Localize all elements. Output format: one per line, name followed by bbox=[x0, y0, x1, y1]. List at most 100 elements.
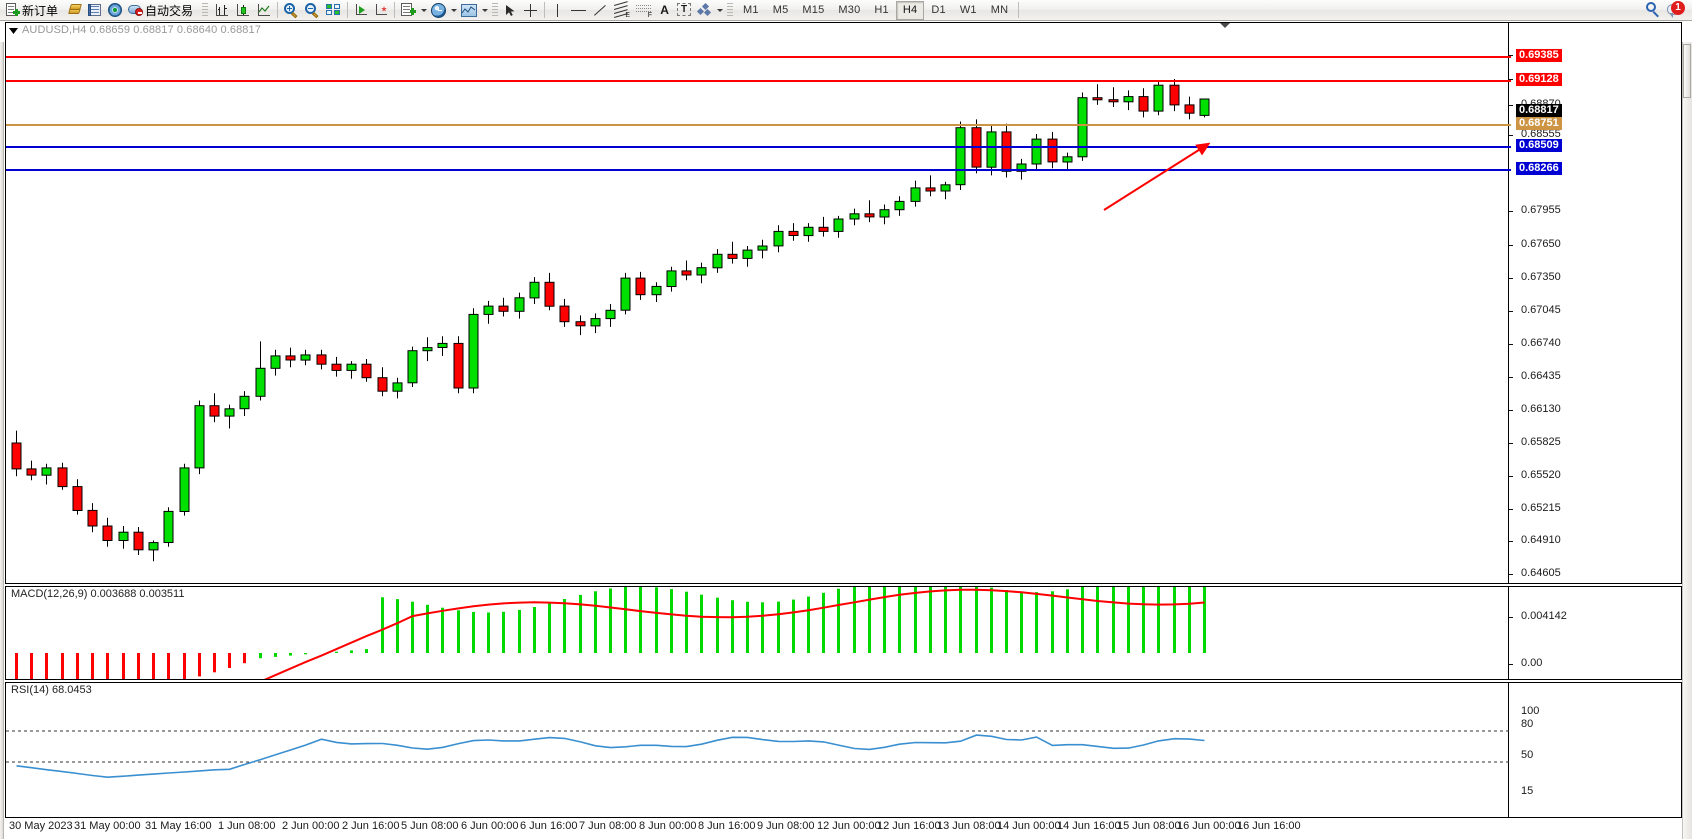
rsi-pane[interactable]: RSI(14) 68.0453 100 80 50 15 bbox=[5, 682, 1682, 818]
cursor-button[interactable] bbox=[501, 1, 520, 20]
price-level-line[interactable] bbox=[6, 56, 1511, 58]
axis-tick-label: 0.66740 bbox=[1521, 337, 1561, 349]
tile-windows-button[interactable] bbox=[323, 1, 344, 20]
right-scrollbar[interactable] bbox=[1682, 42, 1692, 839]
shift-to-start-button[interactable] bbox=[351, 1, 371, 20]
horizontal-line-button[interactable] bbox=[567, 1, 590, 20]
macd-pane[interactable]: MACD(12,26,9) 0.003688 0.003511 0.004142… bbox=[5, 586, 1682, 680]
zoom-in-icon bbox=[284, 2, 299, 18]
period-button[interactable] bbox=[428, 1, 449, 20]
time-axis-label: 7 Jun 08:00 bbox=[579, 820, 637, 832]
axis-tick-label: 0.65215 bbox=[1521, 502, 1561, 514]
axis-tick bbox=[1509, 344, 1513, 345]
timeframe-m15[interactable]: M15 bbox=[802, 4, 825, 16]
rsi-axis-divider bbox=[1508, 683, 1509, 817]
vertical-line-icon bbox=[552, 3, 563, 18]
rsi-label: RSI(14) 68.0453 bbox=[11, 684, 92, 696]
price-tag[interactable]: 0.68817 bbox=[1516, 104, 1562, 117]
axis-tick bbox=[1509, 135, 1513, 136]
time-axis-label: 2 Jun 00:00 bbox=[282, 820, 340, 832]
shift-to-start-icon bbox=[354, 3, 368, 17]
alerts-button[interactable]: 1 bbox=[1664, 0, 1688, 20]
candle-chart-button[interactable] bbox=[232, 1, 253, 20]
axis-tick bbox=[1509, 377, 1513, 378]
objects-dropdown[interactable] bbox=[715, 1, 724, 20]
indicators-dropdown[interactable] bbox=[480, 1, 489, 20]
timeframe-w1[interactable]: W1 bbox=[959, 4, 977, 16]
period-dropdown[interactable] bbox=[449, 1, 458, 20]
price-tag[interactable]: 0.68509 bbox=[1516, 139, 1562, 152]
toolbar-grip-2[interactable] bbox=[492, 2, 499, 18]
auto-trading-button[interactable]: 自动交易 bbox=[125, 1, 199, 20]
bar-chart-button[interactable] bbox=[211, 1, 232, 20]
time-axis-label: 31 May 16:00 bbox=[145, 820, 212, 832]
chevron-down-icon bbox=[481, 8, 488, 12]
new-order-button[interactable]: 新订单 bbox=[2, 1, 64, 20]
chart-workspace[interactable]: AUDUSD,H4 0.68659 0.68817 0.68640 0.6881… bbox=[0, 21, 1692, 839]
price-level-line[interactable] bbox=[6, 169, 1511, 171]
macd-series bbox=[15, 587, 1206, 679]
objects-button[interactable] bbox=[694, 1, 715, 20]
text-icon: A bbox=[660, 3, 669, 17]
axis-tick-label: 0.67350 bbox=[1521, 271, 1561, 283]
chevron-down-icon bbox=[450, 8, 457, 12]
price-level-line[interactable] bbox=[6, 146, 1511, 148]
indicators-icon bbox=[461, 3, 478, 17]
price-pane[interactable]: AUDUSD,H4 0.68659 0.68817 0.68640 0.6881… bbox=[5, 22, 1682, 584]
indicators-button[interactable] bbox=[458, 1, 480, 20]
auto-trading-icon bbox=[128, 3, 144, 17]
timeframe-h1[interactable]: H1 bbox=[874, 4, 889, 16]
shift-to-end-button[interactable] bbox=[371, 1, 391, 20]
radar-button[interactable] bbox=[105, 1, 125, 20]
timeframe-d1[interactable]: D1 bbox=[931, 4, 946, 16]
scrollbar-thumb[interactable] bbox=[1683, 44, 1691, 98]
channel-icon: F bbox=[636, 3, 653, 19]
vertical-line-button[interactable] bbox=[548, 1, 567, 20]
time-axis[interactable]: 30 May 2023 31 May 00:00 31 May 16:00 1 Jun… bbox=[5, 820, 1682, 838]
text-label-button[interactable]: T bbox=[674, 1, 694, 20]
timeframe-h4[interactable]: H4 bbox=[895, 0, 925, 20]
gold-button[interactable] bbox=[64, 1, 85, 20]
zoom-out-button[interactable] bbox=[302, 1, 323, 20]
zoom-in-button[interactable] bbox=[281, 1, 302, 20]
channel-button[interactable]: F bbox=[633, 1, 655, 20]
price-level-line[interactable] bbox=[6, 124, 1511, 126]
axis-tick bbox=[1509, 509, 1513, 510]
toolbar-separator-2 bbox=[347, 2, 349, 18]
axis-tick bbox=[1509, 245, 1513, 246]
market-watch-button[interactable] bbox=[85, 1, 105, 20]
fibonacci-button[interactable]: E bbox=[611, 0, 633, 20]
price-tag[interactable]: 0.69385 bbox=[1516, 49, 1562, 62]
search-button[interactable] bbox=[1642, 1, 1664, 20]
axis-tick-label: 100 bbox=[1521, 705, 1540, 717]
text-button[interactable]: A bbox=[655, 1, 674, 20]
rsi-series bbox=[6, 730, 1511, 779]
toolbar-grip[interactable] bbox=[202, 2, 209, 18]
horizontal-line-icon bbox=[570, 3, 587, 18]
time-axis-label: 2 Jun 16:00 bbox=[342, 820, 400, 832]
crosshair-button[interactable] bbox=[520, 1, 541, 20]
rsi-axis[interactable]: 100 80 50 15 bbox=[1509, 683, 1681, 817]
price-tag[interactable]: 0.68751 bbox=[1516, 117, 1562, 130]
axis-tick-label: 0.004142 bbox=[1521, 610, 1567, 622]
left-scrollbar[interactable] bbox=[0, 42, 4, 839]
chevron-down-icon bbox=[420, 8, 427, 12]
expert-advisor-dropdown[interactable] bbox=[419, 1, 428, 20]
trendline-button[interactable] bbox=[590, 1, 611, 20]
expert-advisor-button[interactable] bbox=[398, 1, 419, 20]
macd-label: MACD(12,26,9) 0.003688 0.003511 bbox=[11, 588, 185, 600]
up-arrow-annotation[interactable] bbox=[1096, 138, 1236, 218]
price-tag[interactable]: 0.68266 bbox=[1516, 162, 1562, 175]
price-level-line[interactable] bbox=[6, 80, 1511, 82]
axis-tick bbox=[1509, 105, 1513, 106]
line-chart-button[interactable] bbox=[253, 1, 274, 20]
timeframe-m30[interactable]: M30 bbox=[838, 4, 861, 16]
price-tag[interactable]: 0.69128 bbox=[1516, 73, 1562, 86]
timeframe-m1[interactable]: M1 bbox=[743, 4, 759, 16]
timeframe-m5[interactable]: M5 bbox=[772, 4, 789, 16]
toolbar-grip-3[interactable] bbox=[727, 2, 734, 18]
timeframe-mn[interactable]: MN bbox=[990, 4, 1009, 16]
chart-collapse-icon[interactable] bbox=[9, 26, 20, 35]
time-axis-label: 15 Jun 08:00 bbox=[1117, 820, 1181, 832]
